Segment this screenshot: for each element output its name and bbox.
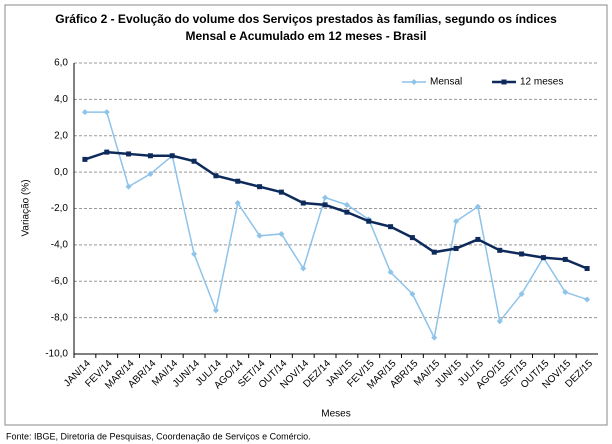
point (431, 334, 438, 341)
legend-label: 12 meses (520, 77, 563, 88)
chart-title: Gráfico 2 - Evolução do volume dos Servi… (55, 12, 557, 26)
point (519, 251, 525, 257)
point (387, 269, 394, 276)
point (344, 209, 350, 215)
legend-marker (411, 79, 417, 85)
chart-subtitle: Mensal e Acumulado em 12 meses - Brasil (186, 29, 427, 43)
point (343, 201, 350, 208)
point (191, 250, 198, 257)
point (257, 184, 263, 190)
point (431, 249, 437, 255)
point (562, 289, 569, 296)
point (191, 158, 197, 164)
source: Fonte: IBGE, Diretoria de Pesquisas, Coo… (6, 431, 311, 441)
y-tick-label: -4,0 (51, 240, 69, 251)
point (453, 246, 459, 252)
point (584, 266, 590, 272)
point (584, 296, 591, 303)
point (234, 200, 241, 207)
point (212, 307, 219, 314)
point (562, 256, 568, 262)
y-tick-label: 0,0 (54, 167, 68, 178)
y-tick-label: -10,0 (45, 349, 68, 360)
y-tick-label: 2,0 (54, 130, 68, 141)
point (388, 224, 394, 230)
y-tick-label: 6,0 (54, 58, 68, 69)
point (169, 153, 175, 159)
point (409, 235, 415, 241)
chart-border (4, 4, 608, 426)
series-line (84, 150, 588, 270)
y-axis-title: Variação (%) (21, 179, 32, 236)
point (322, 202, 328, 208)
point (81, 109, 88, 116)
point (256, 232, 263, 239)
point (366, 218, 372, 224)
point (518, 290, 525, 297)
point (125, 183, 132, 190)
point (322, 194, 329, 201)
point (235, 178, 241, 184)
point (278, 230, 285, 237)
point (409, 290, 416, 297)
point (278, 189, 284, 195)
point (540, 255, 546, 261)
y-tick-label: -8,0 (51, 312, 69, 323)
point (82, 156, 88, 162)
point (126, 151, 132, 157)
point (104, 149, 110, 155)
point (213, 173, 219, 179)
point (474, 203, 481, 210)
legend-label: Mensal (430, 77, 462, 88)
point (496, 318, 503, 325)
point (147, 170, 154, 177)
y-tick-label: -6,0 (51, 276, 69, 287)
point (497, 247, 503, 253)
point (453, 218, 460, 225)
y-tick-label: 4,0 (54, 94, 68, 105)
legend-marker (501, 79, 507, 85)
point (103, 109, 110, 116)
point (300, 200, 306, 206)
x-axis-title: Meses (321, 409, 350, 420)
point (147, 153, 153, 159)
series-line (84, 111, 588, 340)
point (300, 265, 307, 272)
y-tick-label: -2,0 (51, 203, 69, 214)
point (475, 236, 481, 242)
